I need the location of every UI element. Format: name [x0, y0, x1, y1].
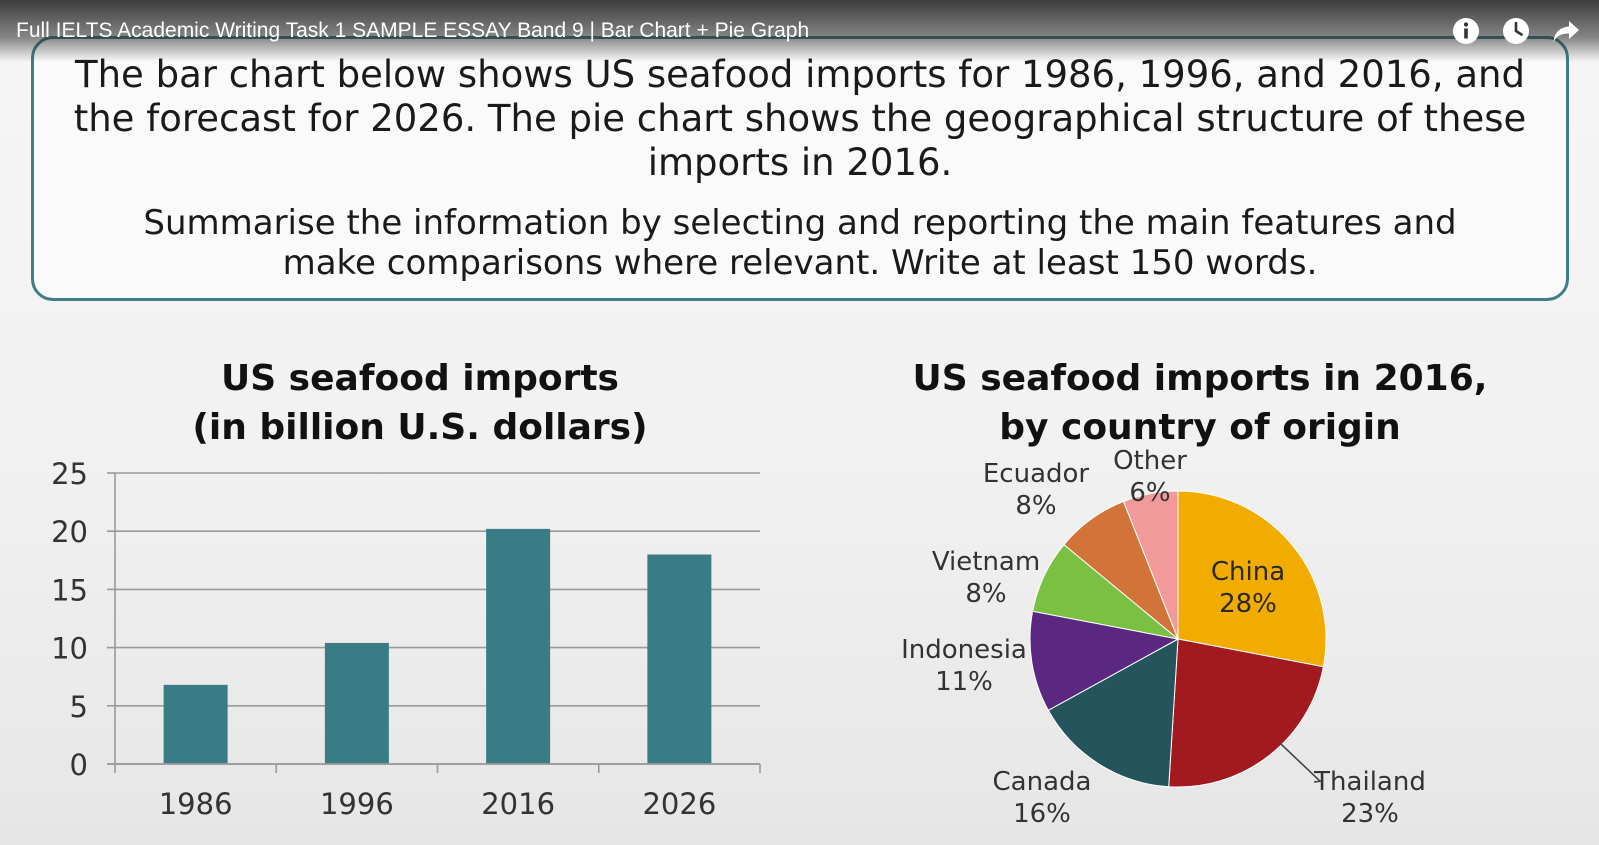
x-tick-label: 1986: [159, 787, 233, 821]
y-tick-label: 0: [70, 748, 88, 782]
pie-label-canada: Canada: [993, 767, 1092, 797]
pie-slice-thailand: [1168, 638, 1324, 788]
x-tick-label: 1996: [320, 787, 394, 821]
player-top-bar: [0, 0, 1599, 62]
pie-pct-thailand: 23%: [1341, 799, 1399, 829]
y-tick-label: 10: [51, 632, 88, 666]
pie-label-thailand: Thailand: [1313, 767, 1426, 797]
bar-1986: [163, 684, 228, 764]
y-tick-label: 20: [51, 515, 88, 549]
pie-label-vietnam: Vietnam: [932, 547, 1040, 577]
task-prompt: The bar chart below shows US seafood imp…: [73, 53, 1527, 184]
bar-2026: [647, 554, 712, 764]
bar-chart: 0 5 10 15 20 25 1986 1996 2016 2026: [51, 460, 761, 821]
pie-pct-ecuador: 8%: [1015, 491, 1056, 521]
pie-pct-other: 6%: [1129, 478, 1170, 508]
bar-chart-title: US seafood imports (in billion U.S. doll…: [80, 354, 760, 452]
pie-label-china: China: [1211, 557, 1285, 587]
y-tick-label: 25: [51, 460, 88, 491]
video-title[interactable]: Full IELTS Academic Writing Task 1 SAMPL…: [16, 19, 810, 42]
pie-slice-canada: [1047, 638, 1179, 788]
task-instruction: Summarise the information by selecting a…: [143, 203, 1457, 283]
x-tick-label: 2016: [481, 787, 555, 821]
pie-slice-indonesia: [1029, 610, 1180, 711]
pie-slice-other: [1122, 490, 1179, 640]
pie-slice-china: [1177, 490, 1327, 668]
thailand-leader-line: [1279, 742, 1322, 783]
share-icon[interactable]: [1551, 16, 1581, 46]
pie-pct-vietnam: 8%: [965, 579, 1006, 609]
task-prompt-box: The bar chart below shows US seafood imp…: [31, 36, 1569, 301]
bar-1996: [324, 642, 389, 764]
pie-chart-title-line-1: US seafood imports in 2016,: [912, 358, 1488, 399]
player-top-actions: [1451, 16, 1581, 46]
pie-pct-canada: 16%: [1013, 799, 1071, 829]
y-tick-label: 5: [70, 690, 88, 724]
bar-chart-title-line-2: (in billion U.S. dollars): [192, 407, 648, 448]
pie-label-ecuador: Ecuador: [983, 459, 1090, 489]
y-tick-label: 15: [51, 573, 88, 607]
pie-pct-indonesia: 11%: [935, 667, 993, 697]
bar-chart-title-line-1: US seafood imports: [220, 358, 619, 399]
info-icon[interactable]: [1451, 16, 1481, 46]
pie-chart-title: US seafood imports in 2016, by country o…: [880, 354, 1520, 452]
pie-chart-title-line-2: by country of origin: [999, 407, 1401, 448]
pie-pct-china: 28%: [1219, 589, 1277, 619]
pie-label-other: Other: [1113, 446, 1187, 476]
watch-later-icon[interactable]: [1501, 16, 1531, 46]
pie-label-indonesia: Indonesia: [901, 635, 1027, 665]
bar-2016: [486, 528, 551, 764]
x-tick-label: 2026: [642, 787, 716, 821]
